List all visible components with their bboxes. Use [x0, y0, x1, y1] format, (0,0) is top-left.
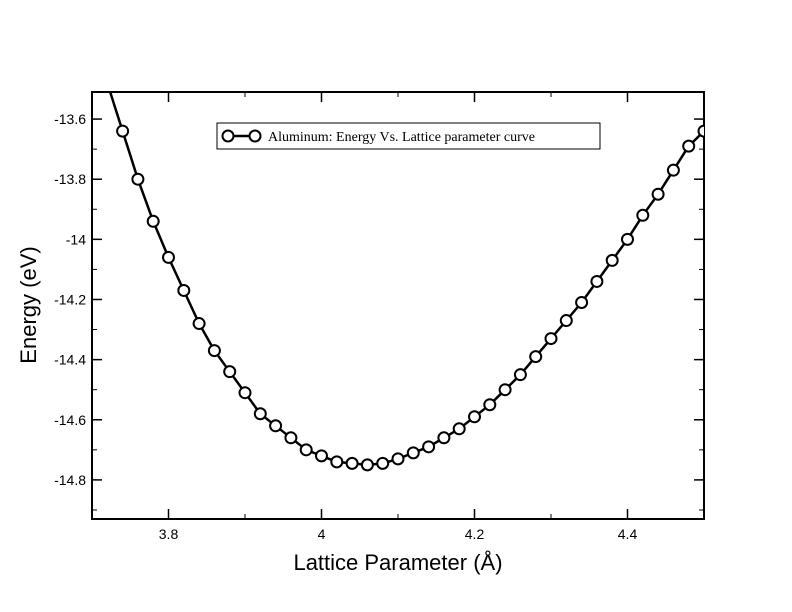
data-point — [483, 398, 497, 412]
data-point — [360, 458, 374, 472]
data-point — [299, 443, 313, 457]
data-point — [498, 383, 512, 397]
data-point — [605, 253, 619, 267]
legend-label: Aluminum: Energy Vs. Lattice parameter c… — [268, 130, 535, 145]
data-point — [544, 332, 558, 346]
data-point — [651, 187, 665, 201]
y-tick-label: -14.6 — [54, 412, 86, 428]
y-axis-ticks: -13.6 -13.8 -14 -14.2 -14.4 -14.6 -14.8 — [54, 111, 704, 511]
data-point — [590, 274, 604, 288]
data-point — [284, 431, 298, 445]
data-point — [223, 365, 237, 379]
legend-marker-sample — [248, 129, 262, 143]
series-line — [108, 92, 704, 467]
data-point — [131, 172, 145, 186]
y-tick-label: -14 — [66, 231, 86, 247]
data-point — [682, 139, 696, 153]
data-point — [315, 449, 328, 463]
x-axis-ticks: 3.8 4 4.2 4.4 — [91, 92, 705, 542]
x-tick-label: 3.8 — [159, 526, 179, 542]
data-point — [621, 232, 634, 246]
data-point — [391, 452, 405, 466]
y-tick-label: -13.6 — [54, 111, 86, 127]
data-point — [575, 295, 589, 309]
data-point — [406, 446, 420, 460]
data-point — [452, 422, 466, 436]
legend-marker-sample — [221, 129, 235, 143]
data-point — [697, 124, 704, 138]
data-point — [422, 440, 436, 454]
data-point — [345, 456, 359, 470]
data-point — [207, 344, 221, 358]
data-point — [559, 314, 573, 328]
data-point — [162, 250, 175, 264]
x-tick-label: 4.2 — [465, 526, 485, 542]
data-point — [269, 419, 283, 433]
data-point — [529, 350, 543, 364]
data-point — [116, 124, 130, 138]
y-tick-label: -14.8 — [54, 472, 86, 488]
data-point — [238, 386, 252, 400]
data-point — [376, 456, 390, 470]
data-point — [102, 77, 113, 88]
data-point — [468, 410, 481, 424]
y-tick-label: -14.4 — [54, 352, 86, 368]
x-tick-label: 4 — [318, 526, 326, 542]
y-tick-label: -13.8 — [54, 171, 86, 187]
data-point — [177, 283, 191, 297]
x-axis-title: Lattice Parameter (Å) — [293, 550, 502, 575]
data-point — [253, 407, 267, 421]
data-point — [666, 163, 680, 177]
y-axis-title: Energy (eV) — [16, 246, 41, 363]
legend-box — [216, 122, 601, 150]
data-point — [513, 368, 527, 382]
data-point — [146, 214, 160, 228]
data-point — [437, 431, 451, 445]
x-tick-label: 4.4 — [618, 526, 638, 542]
legend: Aluminum: Energy Vs. Lattice parameter c… — [216, 122, 601, 150]
series-layer — [102, 77, 704, 472]
y-tick-label: -14.2 — [54, 291, 86, 307]
data-point — [192, 317, 206, 331]
data-point — [330, 455, 344, 469]
data-point — [636, 208, 650, 222]
